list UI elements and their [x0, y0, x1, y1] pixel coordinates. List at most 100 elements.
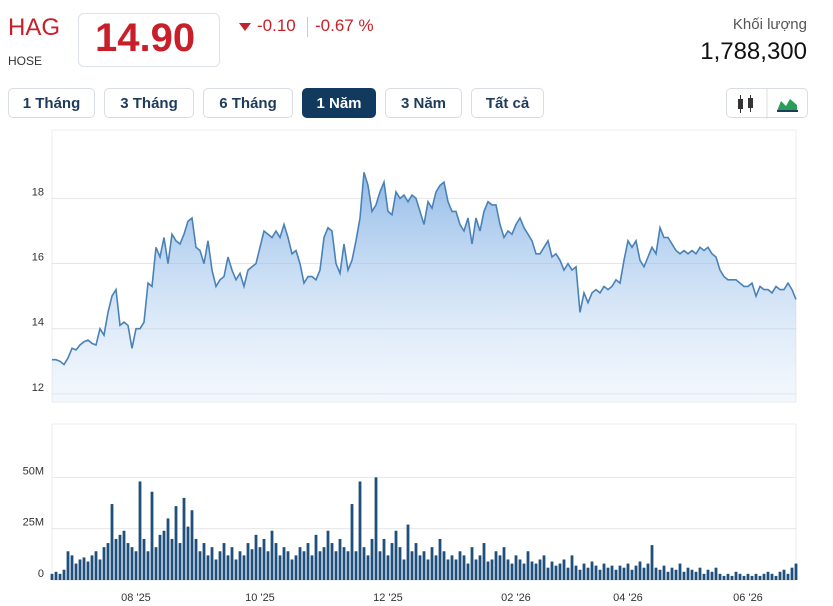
- volume-bar: [462, 555, 466, 580]
- chart-type-toggle[interactable]: [726, 88, 808, 119]
- volume-bar: [318, 551, 322, 580]
- volume-bar: [458, 551, 462, 580]
- volume-bar: [530, 561, 534, 580]
- volume-bar: [738, 573, 742, 580]
- volume-bar: [226, 555, 230, 580]
- volume-bar: [230, 547, 234, 580]
- volume-bar: [54, 571, 58, 580]
- range-button[interactable]: Tất cả: [471, 88, 544, 118]
- volume-bar: [398, 547, 402, 580]
- volume-bar: [190, 510, 194, 580]
- volume-bar: [406, 524, 410, 580]
- volume-bar: [774, 575, 778, 580]
- volume-bar: [650, 545, 654, 580]
- volume-bar: [630, 569, 634, 580]
- volume-bar: [590, 561, 594, 580]
- volume-bar: [478, 555, 482, 580]
- volume-bar: [626, 563, 630, 580]
- volume-bar: [58, 573, 62, 580]
- volume-bar: [714, 567, 718, 580]
- volume-bar: [274, 543, 278, 580]
- range-button[interactable]: 6 Tháng: [203, 88, 293, 118]
- volume-bar: [74, 563, 78, 580]
- volume-bar: [266, 551, 270, 580]
- volume-bar: [118, 534, 122, 580]
- volume-bar: [322, 547, 326, 580]
- symbol: HAG: [8, 14, 61, 41]
- volume-bar: [186, 526, 190, 580]
- volume-bar: [722, 575, 726, 580]
- volume-bar: [314, 534, 318, 580]
- volume-bar: [618, 565, 622, 580]
- volume-bar: [362, 547, 366, 580]
- volume-bar: [598, 569, 602, 580]
- exchange: HOSE: [8, 54, 43, 68]
- volume-label: Khối lượng: [732, 16, 807, 33]
- volume-bar: [142, 538, 146, 580]
- volume-bar: [358, 481, 362, 580]
- volume-bar: [246, 543, 250, 580]
- volume-bar: [166, 518, 170, 580]
- volume-bar: [646, 563, 650, 580]
- volume-bar: [338, 538, 342, 580]
- volume-bar: [278, 555, 282, 580]
- volume-bar: [470, 547, 474, 580]
- volume-bar: [614, 569, 618, 580]
- range-button[interactable]: 3 Tháng: [104, 88, 194, 118]
- volume-bar: [674, 569, 678, 580]
- volume-bar: [138, 481, 142, 580]
- volume-bar: [78, 559, 82, 580]
- y-tick-label: 16: [32, 251, 44, 263]
- volume-bar: [134, 551, 138, 580]
- y-tick-label: 0: [38, 568, 44, 580]
- range-button[interactable]: 1 Tháng: [8, 88, 95, 118]
- volume-bar: [126, 543, 130, 580]
- volume-bar: [446, 559, 450, 580]
- volume-bar: [294, 555, 298, 580]
- volume-bar: [174, 506, 178, 580]
- volume-bar: [254, 534, 258, 580]
- volume-bar: [558, 563, 562, 580]
- volume-bar: [438, 538, 442, 580]
- volume-bar: [570, 555, 574, 580]
- volume-bar: [486, 561, 490, 580]
- volume-bar: [482, 543, 486, 580]
- volume-bar: [130, 547, 134, 580]
- volume-bar: [494, 551, 498, 580]
- volume-bar: [490, 559, 494, 580]
- volume-bar: [666, 571, 670, 580]
- volume-bar: [434, 555, 438, 580]
- volume-bar: [602, 563, 606, 580]
- volume-bar: [718, 573, 722, 580]
- volume-bar: [610, 565, 614, 580]
- volume-bar: [514, 555, 518, 580]
- volume-bar: [534, 563, 538, 580]
- volume-bar: [750, 575, 754, 580]
- range-button[interactable]: 1 Năm: [302, 88, 376, 118]
- volume-bar: [642, 567, 646, 580]
- volume-bar: [502, 547, 506, 580]
- volume-bar: [566, 567, 570, 580]
- volume-bar: [658, 569, 662, 580]
- volume-bar: [498, 555, 502, 580]
- volume-bar: [542, 555, 546, 580]
- volume-bar: [706, 569, 710, 580]
- volume-bar: [370, 538, 374, 580]
- volume-bar: [286, 551, 290, 580]
- volume-bar: [638, 561, 642, 580]
- toggle-icons: [738, 89, 798, 119]
- volume-bar: [402, 559, 406, 580]
- volume-bar: [574, 565, 578, 580]
- volume-bar: [726, 573, 730, 580]
- x-tick-label: 04 '26: [613, 592, 643, 604]
- volume-bar: [374, 477, 378, 580]
- volume-bar: [754, 573, 758, 580]
- volume-bar: [258, 547, 262, 580]
- volume-bar: [734, 571, 738, 580]
- volume-bar: [742, 575, 746, 580]
- volume-bar: [778, 571, 782, 580]
- volume-bar: [410, 551, 414, 580]
- volume-bar: [422, 551, 426, 580]
- range-button[interactable]: 3 Năm: [385, 88, 462, 118]
- price-line: [52, 172, 797, 366]
